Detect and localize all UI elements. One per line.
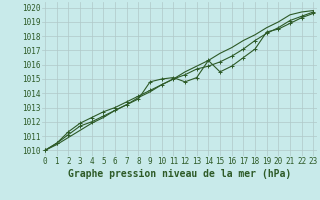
X-axis label: Graphe pression niveau de la mer (hPa): Graphe pression niveau de la mer (hPa)	[68, 169, 291, 179]
